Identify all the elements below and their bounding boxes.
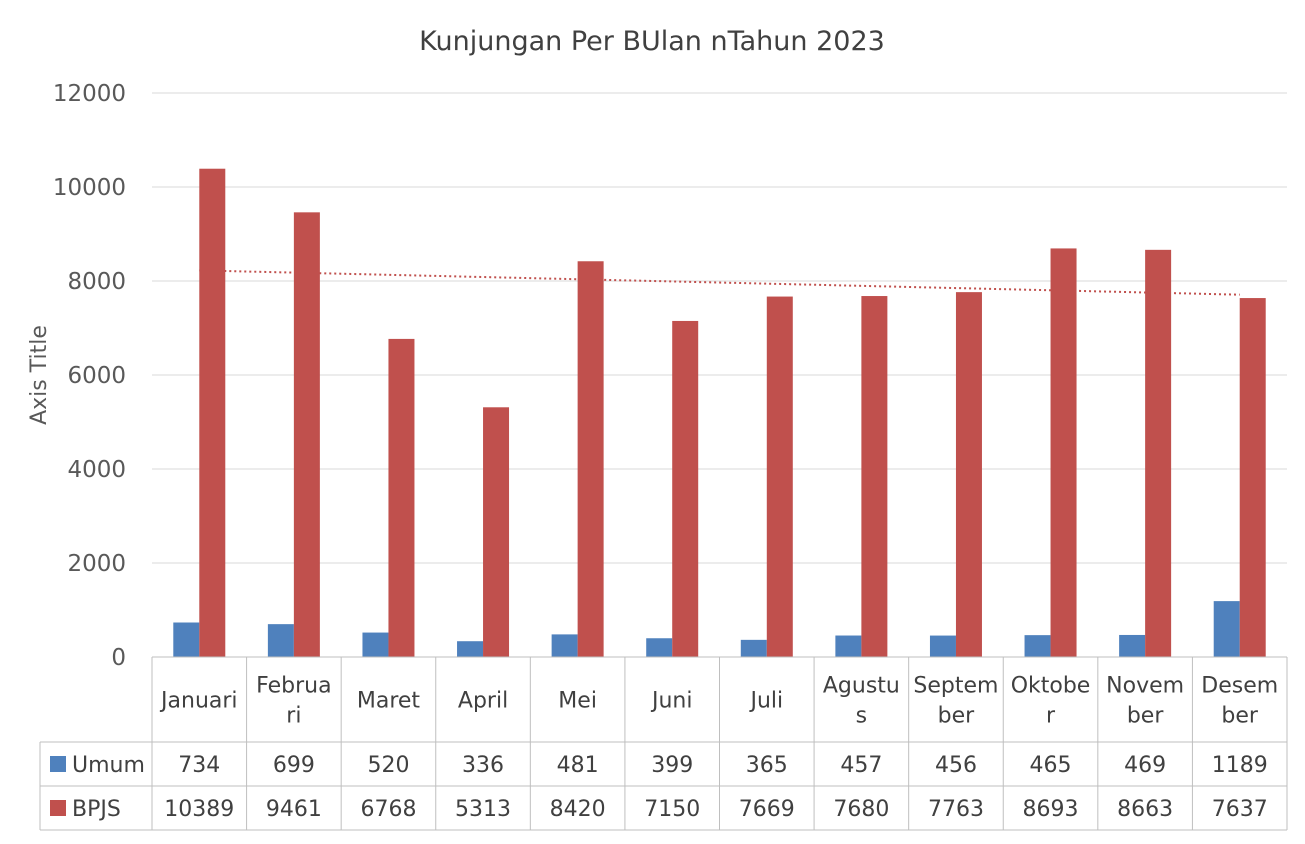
data-label: 9461 [266, 797, 322, 822]
bar-bpjs [577, 261, 604, 657]
x-tick-label: Novem [1106, 674, 1184, 699]
data-label: 1189 [1212, 753, 1268, 778]
bar-umum [267, 624, 294, 657]
y-tick-label: 6000 [67, 363, 126, 389]
bar-bpjs [1050, 248, 1077, 657]
y-tick-label: 0 [111, 645, 126, 671]
data-label: 481 [557, 753, 599, 778]
y-tick-labels: 0 2000 4000 6000 8000 10000 12000 [53, 81, 126, 671]
x-tick-label: April [458, 689, 508, 714]
data-label: 469 [1124, 753, 1166, 778]
data-label: 365 [746, 753, 788, 778]
data-label: 7637 [1212, 797, 1268, 822]
bar-umum [362, 632, 389, 657]
legend-key-umum [50, 756, 66, 772]
legend-label: BPJS [72, 797, 121, 822]
data-label: 456 [935, 753, 977, 778]
x-tick-label: ber [938, 704, 976, 729]
trendline [199, 269, 1240, 296]
legend-label: Umum [72, 753, 145, 778]
y-tick-label: 2000 [67, 551, 126, 577]
bar-umum [740, 639, 767, 657]
bar-umum [1024, 635, 1051, 657]
y-tick-label: 4000 [67, 457, 126, 483]
x-tick-label: Maret [357, 689, 421, 714]
data-label: 734 [178, 753, 220, 778]
x-tick-label: ber [1127, 704, 1165, 729]
data-label: 699 [273, 753, 315, 778]
data-label: 7680 [833, 797, 889, 822]
trendline-layer [199, 269, 1240, 296]
bar-bpjs [293, 212, 320, 657]
data-label: 5313 [455, 797, 511, 822]
chart-title: Kunjungan Per BUlan nTahun 2023 [419, 26, 885, 57]
x-tick-label: Februa [256, 674, 331, 699]
data-label: 399 [651, 753, 693, 778]
legend-key-bpjs [50, 800, 66, 816]
bar-umum [457, 641, 484, 657]
bar-umum [646, 638, 673, 657]
data-label: 7763 [928, 797, 984, 822]
data-label: 465 [1030, 753, 1072, 778]
x-tick-label: ber [1221, 704, 1259, 729]
data-label: 457 [840, 753, 882, 778]
bar-bpjs [1239, 298, 1266, 657]
bar-bpjs [955, 292, 982, 657]
bar-bpjs [483, 407, 510, 657]
x-tick-label: Oktobe [1011, 674, 1091, 699]
y-tick-label: 10000 [53, 175, 126, 201]
data-label: 336 [462, 753, 504, 778]
data-label: 8663 [1117, 797, 1173, 822]
bar-umum [1119, 634, 1146, 657]
bar-bpjs [199, 168, 226, 658]
bar-umum [1213, 601, 1240, 657]
bar-bpjs [672, 320, 699, 657]
y-tick-label: 8000 [67, 269, 126, 295]
x-tick-label: Juli [748, 689, 783, 714]
x-tick-label: Desem [1201, 674, 1278, 699]
data-label: 6768 [360, 797, 416, 822]
y-tick-label: 12000 [53, 81, 126, 107]
data-label: 7669 [739, 797, 795, 822]
bar-umum [929, 635, 956, 657]
bar-umum [173, 622, 200, 657]
bar-umum [835, 635, 862, 657]
x-tick-label: ri [286, 704, 301, 729]
bars [173, 168, 1266, 658]
y-axis-title: Axis Title [27, 325, 52, 425]
data-label: 8420 [550, 797, 606, 822]
data-label: 8693 [1023, 797, 1079, 822]
x-tick-label: Juni [650, 689, 693, 714]
gridlines [152, 92, 1287, 564]
bar-bpjs [766, 296, 793, 657]
x-tick-label: Mei [558, 689, 597, 714]
bar-bpjs [861, 296, 888, 657]
bar-umum [551, 634, 578, 657]
data-table: Januari Februa ri Maret April Mei Juni Juli Agus… [39, 656, 1288, 831]
data-label: 10389 [164, 797, 234, 822]
bar-bpjs [1145, 249, 1172, 658]
data-label: 520 [367, 753, 409, 778]
bar-bpjs [388, 338, 415, 657]
data-label: 7150 [644, 797, 700, 822]
x-tick-label: Januari [159, 689, 238, 714]
x-tick-label: Septem [913, 674, 998, 699]
x-tick-label: r [1046, 704, 1056, 729]
x-tick-label: s [856, 704, 867, 729]
x-tick-label: Agustu [823, 674, 900, 699]
